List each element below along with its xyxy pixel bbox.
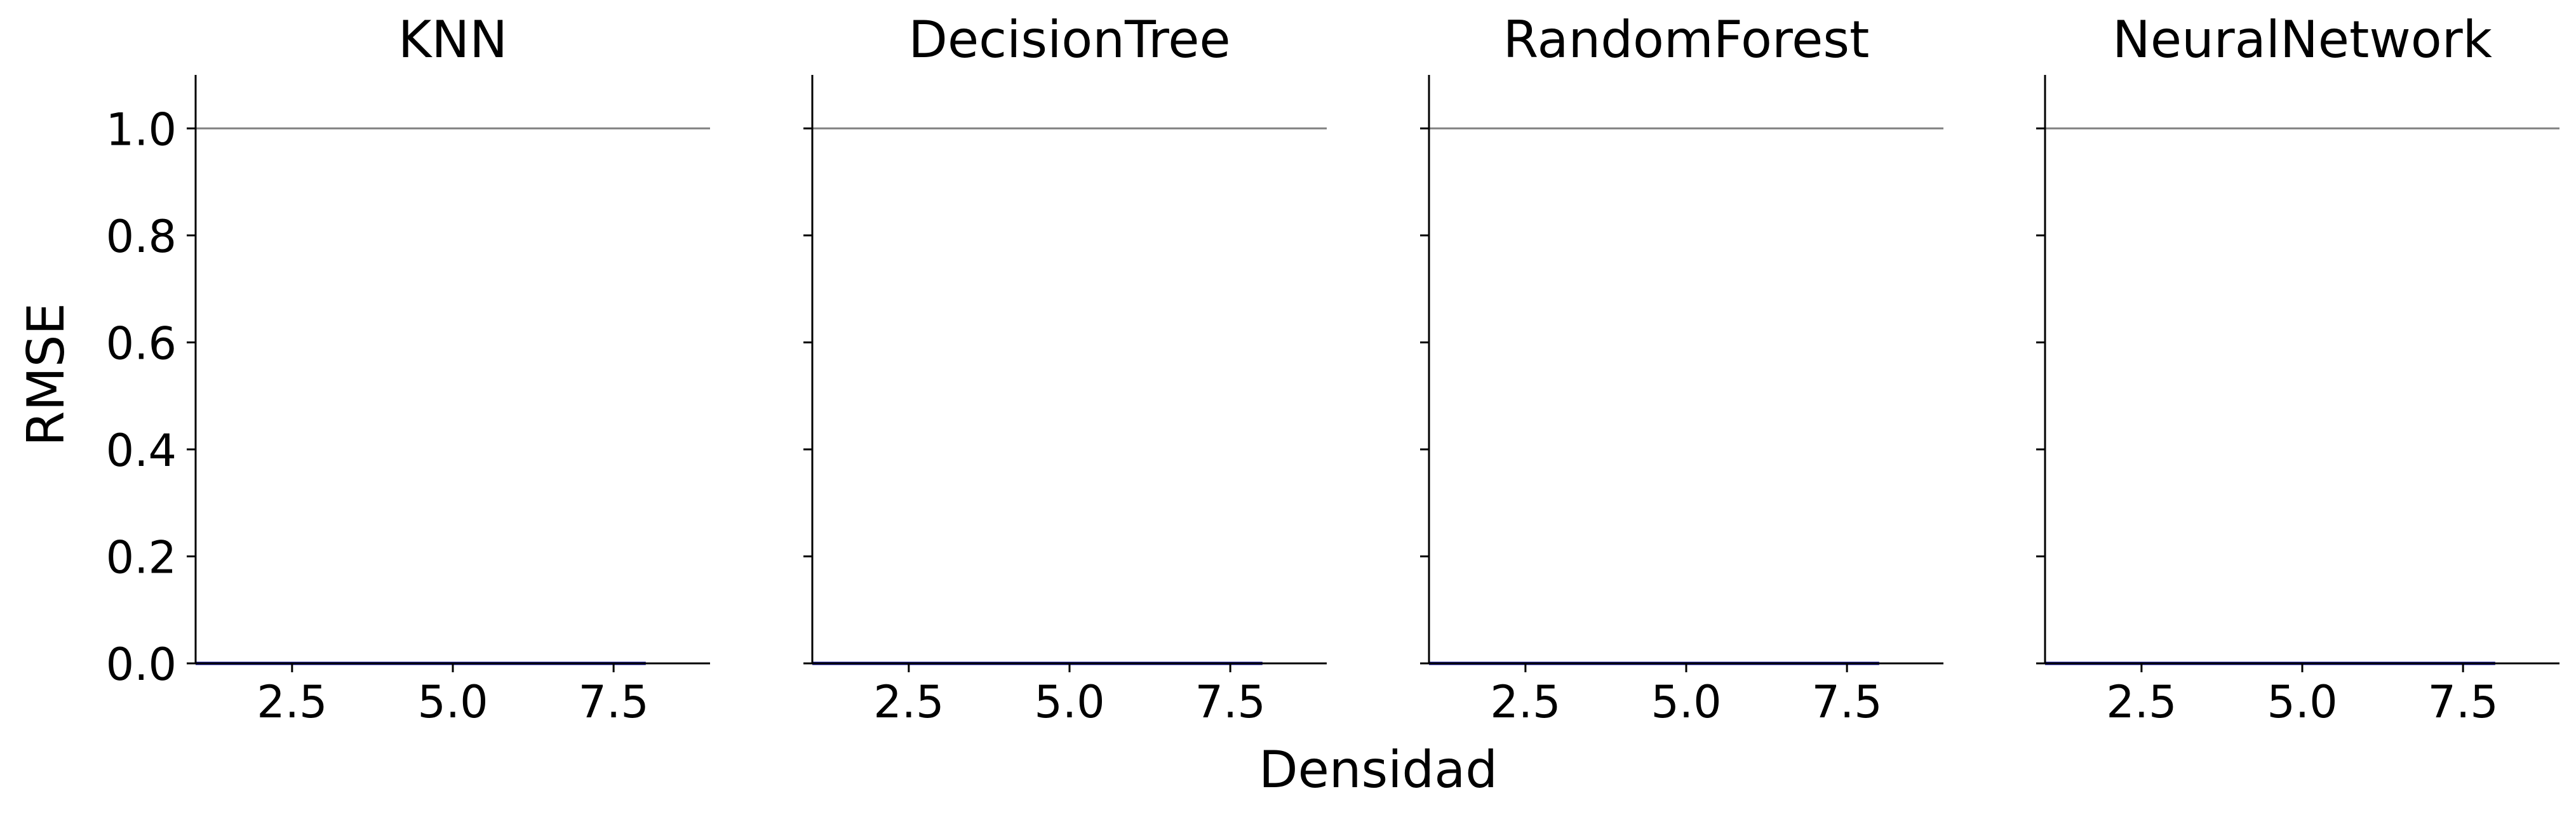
y-tick-label: 0.6: [106, 317, 177, 369]
x-tick-label: 2.5: [257, 676, 327, 728]
y-tick-label: 0.2: [106, 531, 177, 583]
x-tick-label: 7.5: [1195, 676, 1265, 728]
y-tick-label: 0.4: [106, 425, 177, 477]
panel-title: RandomForest: [1503, 10, 1870, 69]
panel-title: KNN: [398, 10, 507, 69]
chart-panel-3: RandomForest 2.5 5.0 7.5: [1420, 10, 1943, 728]
panel-title: DecisionTree: [908, 10, 1230, 69]
x-tick-label: 5.0: [417, 676, 488, 728]
x-tick-label: 2.5: [1490, 676, 1560, 728]
chart-panel-1: KNN 0.0 0.2 0.4 0.6 0.8 1.0 2.5 5.0 7.5: [106, 10, 710, 728]
y-tick-label: 0.8: [106, 211, 177, 263]
figure-y-axis-label: RMSE: [17, 303, 76, 446]
x-tick-label: 5.0: [1034, 676, 1104, 728]
panel-title: NeuralNetwork: [2112, 10, 2493, 69]
x-tick-label: 7.5: [578, 676, 648, 728]
x-tick-label: 2.5: [2106, 676, 2177, 728]
x-tick-label: 7.5: [1811, 676, 1882, 728]
figure-x-axis-label: Densidad: [1259, 740, 1498, 799]
chart-panel-4: NeuralNetwork 2.5 5.0 7.5: [2036, 10, 2559, 728]
x-tick-label: 2.5: [873, 676, 944, 728]
x-tick-label: 5.0: [1651, 676, 1721, 728]
x-tick-label: 7.5: [2427, 676, 2498, 728]
y-tick-label: 1.0: [106, 103, 177, 156]
x-tick-label: 5.0: [2267, 676, 2337, 728]
chart-panel-2: DecisionTree 2.5 5.0 7.5: [803, 10, 1327, 728]
y-tick-label: 0.0: [106, 639, 177, 691]
